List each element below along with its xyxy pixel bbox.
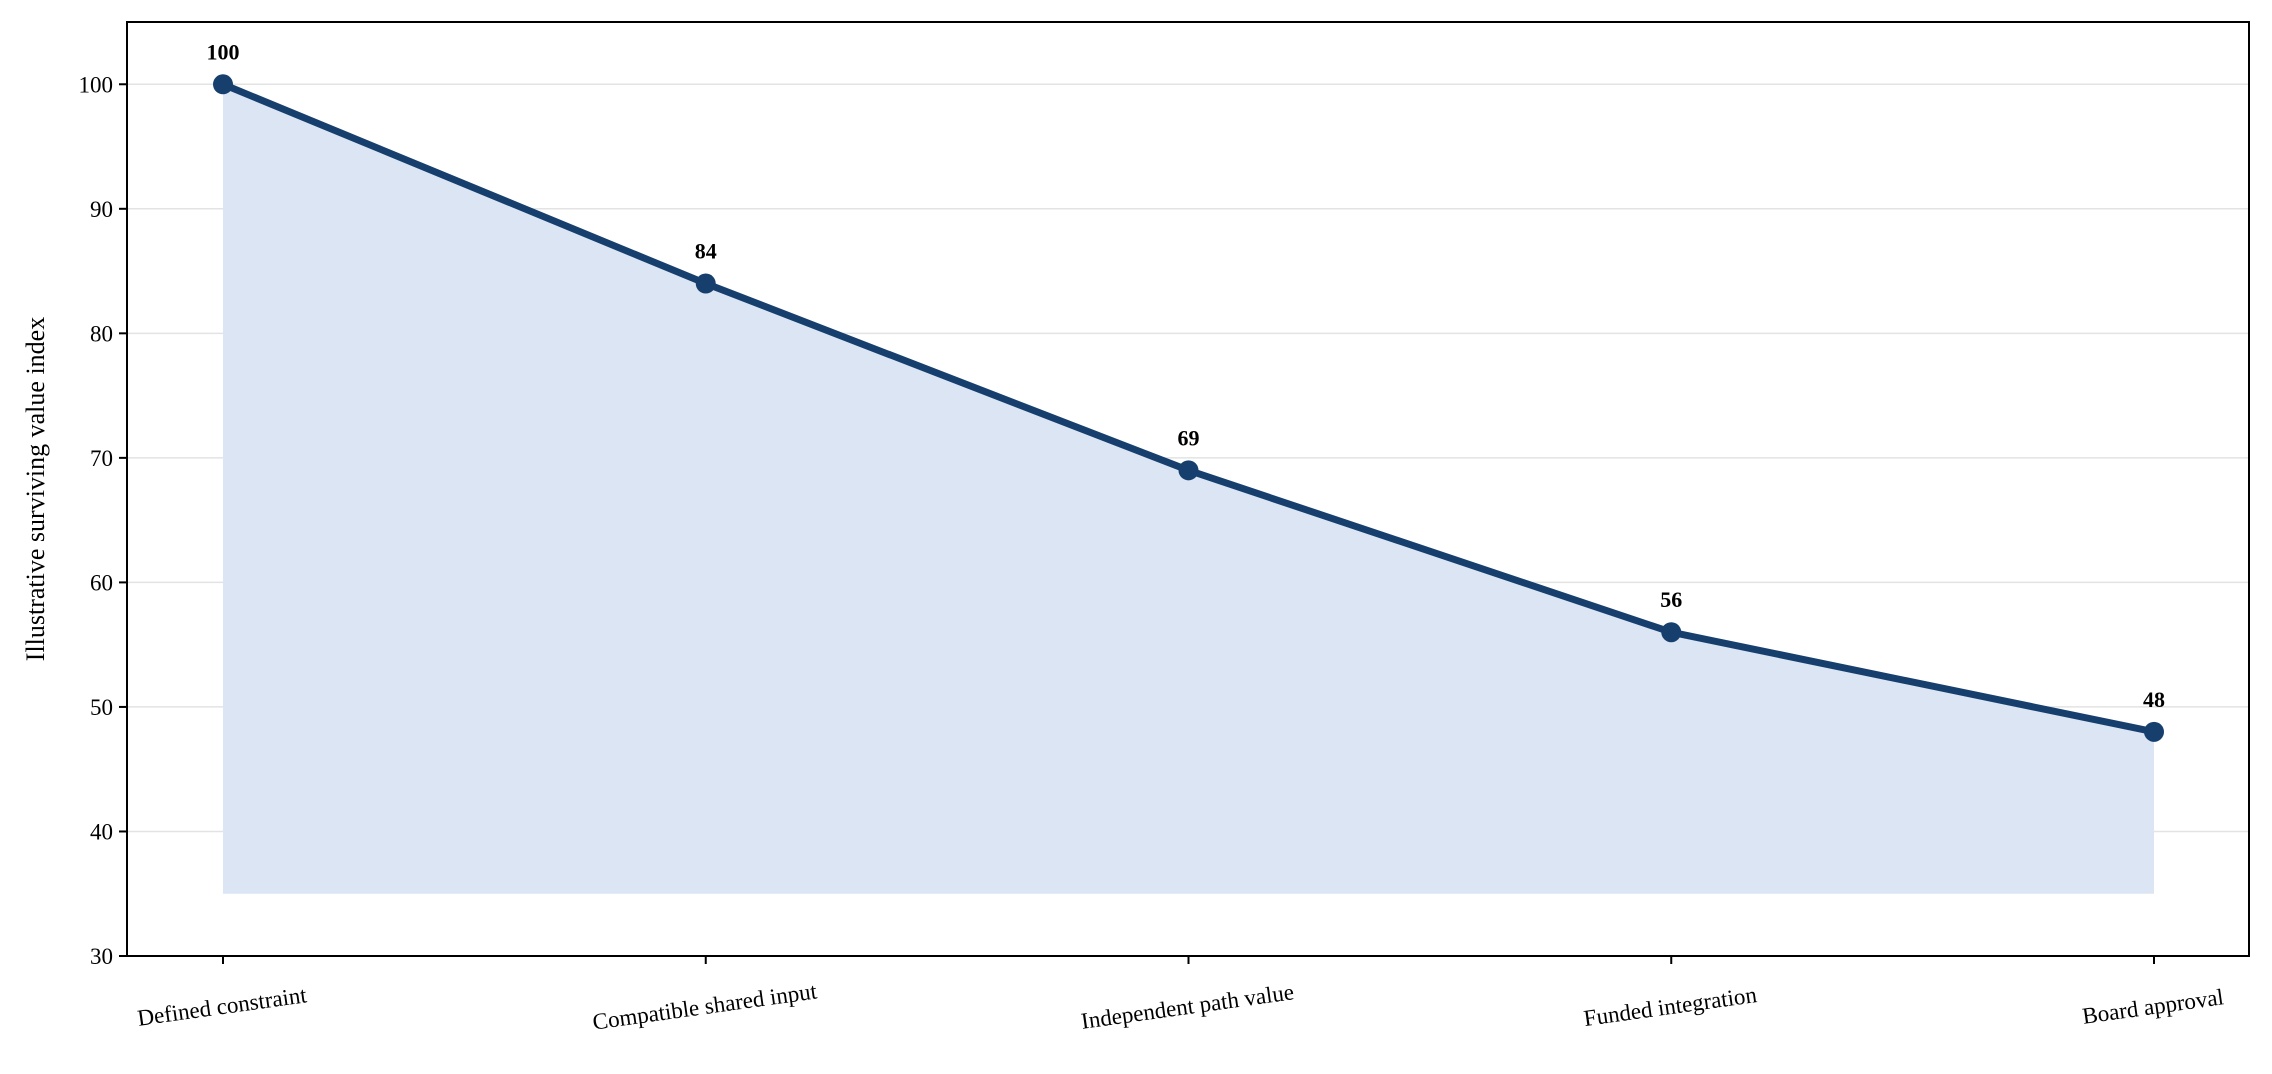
x-tick-label-1: Compatible shared input bbox=[591, 978, 819, 1034]
y-tick-label-60: 60 bbox=[90, 570, 113, 595]
y-tick-label-70: 70 bbox=[90, 446, 113, 471]
y-tick-label-50: 50 bbox=[90, 695, 113, 720]
data-label-4: 48 bbox=[2143, 687, 2165, 712]
x-axis: Defined constraint Compatible shared inpu… bbox=[136, 956, 2225, 1035]
y-tick-label-80: 80 bbox=[90, 321, 113, 346]
x-tick-label-0: Defined constraint bbox=[136, 982, 309, 1031]
data-points bbox=[213, 74, 2164, 742]
data-point-4 bbox=[2144, 721, 2164, 742]
data-point-1 bbox=[695, 273, 716, 294]
x-tick-label-4: Board approval bbox=[2081, 984, 2226, 1029]
data-point-2 bbox=[1178, 460, 1199, 481]
y-tick-label-90: 90 bbox=[90, 197, 113, 222]
data-labels: 100 84 69 56 48 bbox=[207, 39, 2166, 712]
x-tick-label-3: Funded integration bbox=[1582, 982, 1759, 1031]
data-label-1: 84 bbox=[695, 239, 717, 264]
data-point-3 bbox=[1661, 622, 1682, 643]
y-tick-label-30: 30 bbox=[90, 944, 113, 969]
data-label-3: 56 bbox=[1660, 587, 1682, 612]
y-tick-label-100: 100 bbox=[79, 72, 114, 97]
data-label-0: 100 bbox=[207, 39, 240, 64]
data-label-2: 69 bbox=[1178, 425, 1200, 450]
y-axis-title: Illustrative surviving value index bbox=[21, 317, 50, 661]
y-tick-label-40: 40 bbox=[90, 819, 113, 844]
x-tick-label-2: Independent path value bbox=[1079, 979, 1295, 1034]
y-axis: 30 40 50 60 70 80 90 100 bbox=[79, 72, 127, 969]
data-point-0 bbox=[213, 74, 233, 95]
